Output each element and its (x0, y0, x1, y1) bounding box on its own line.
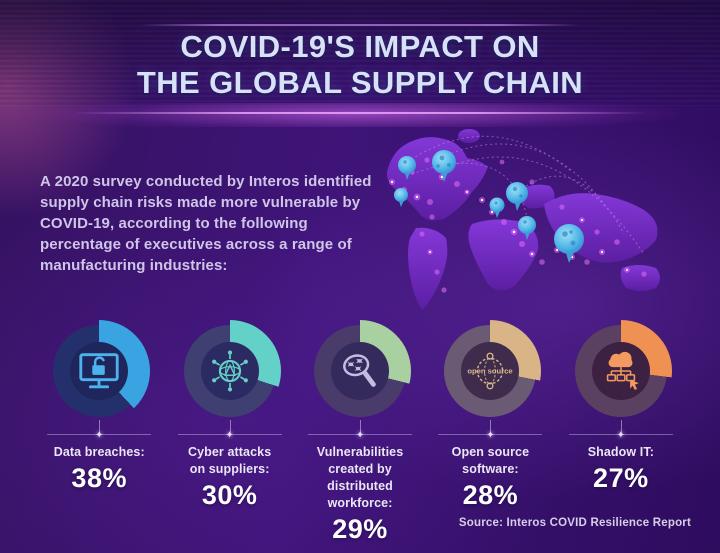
donut-label: Cyber attacks on suppliers: (187, 445, 272, 476)
sparkle-icon: ✦ (95, 430, 104, 441)
donut-value-label: 27% (593, 463, 649, 493)
connector-tick: ✦ (177, 420, 282, 441)
tick-vertical-line (620, 420, 622, 433)
donut-stat-column: ✦ Cyber attacks on suppliers: 30% (164, 320, 294, 545)
donut-label: Data breaches: (53, 445, 145, 459)
donut-row: ✦ Data breaches: 38% ✦ Cyb (34, 320, 686, 545)
tick-horizontal-line (47, 434, 152, 435)
sparkle-icon: ✦ (355, 430, 365, 441)
donut-value-label: 30% (201, 480, 258, 510)
title-glow-divider (0, 103, 720, 127)
donut-chart (309, 320, 412, 422)
continent-shapes (386, 129, 660, 310)
donut-chart (178, 320, 281, 422)
world-map-graphic (386, 129, 660, 310)
connector-tick: ✦ (308, 420, 413, 441)
open-source-globe-icon: open source (468, 352, 513, 390)
monitor-unlocked-padlock-icon (79, 353, 119, 389)
page-title: COVID-19'S IMPACT ON THE GLOBAL SUPPLY C… (0, 29, 720, 101)
virus-pins (394, 150, 584, 263)
cloud-network-cursor-icon (606, 351, 639, 390)
donut-stat-column: ✦ Data breaches: 38% (34, 320, 164, 545)
tick-vertical-line (99, 420, 101, 433)
donut-center-icon (331, 342, 390, 400)
magnifier-bugs-icon (343, 354, 376, 387)
donut-stat-column: ✦ Shadow IT: 27% (556, 320, 686, 545)
tick-horizontal-line (308, 434, 413, 435)
title-line-2: THE GLOBAL SUPPLY CHAIN (136, 65, 584, 100)
virus-pin-icon (394, 150, 584, 263)
donut-value-label: 28% (462, 480, 519, 510)
connector-tick: ✦ (47, 420, 152, 441)
title-line-1: COVID-19'S IMPACT ON (180, 29, 540, 64)
title-accent-line (140, 24, 580, 26)
donut-center-icon (70, 342, 129, 400)
donut-value-label: 29% (332, 514, 388, 544)
donut-label: Open source software: (451, 445, 530, 476)
tick-horizontal-line (177, 434, 282, 435)
tick-vertical-line (360, 420, 362, 433)
sparkle-icon: ✦ (225, 430, 234, 441)
sparkle-icon: ✦ (616, 430, 626, 441)
donut-value-label: 38% (71, 463, 127, 493)
intro-paragraph: A 2020 survey conducted by Interos ident… (40, 173, 372, 274)
donut-label: Vulnerabilities created by distributed wor… (316, 445, 404, 510)
donut-center-icon (200, 342, 259, 400)
tick-horizontal-line (568, 434, 673, 435)
tick-horizontal-line (438, 434, 543, 435)
virus-network-icon (211, 350, 248, 392)
sparkle-icon: ✦ (486, 430, 495, 441)
connector-tick: ✦ (568, 420, 673, 441)
donut-stat-column: ✦ Vulnerabilities created by distributed w… (295, 320, 425, 545)
donut-stat-column: open source ✦ Open source software: 28% (425, 320, 555, 545)
header-texture-band (0, 0, 720, 106)
donut-chart: open source (439, 320, 542, 422)
donut-chart (48, 320, 151, 422)
donut-center-icon (591, 342, 650, 400)
donut-center-icon: open source (461, 342, 520, 400)
donut-label: Shadow IT: (587, 445, 654, 459)
connector-tick: ✦ (438, 420, 543, 441)
svg-text:open source: open source (468, 367, 513, 376)
tick-vertical-line (490, 420, 492, 433)
donut-chart (569, 320, 672, 422)
tick-vertical-line (229, 420, 231, 433)
source-attribution: Source: Interos COVID Resilience Report (458, 517, 691, 529)
